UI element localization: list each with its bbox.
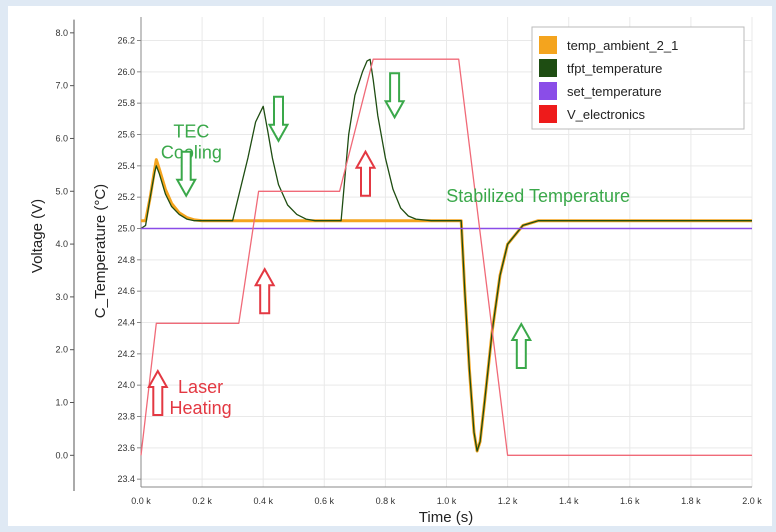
temperature-tick-label: 24.6	[117, 286, 135, 296]
annotation-laser-heating-line: Heating	[170, 398, 232, 418]
temperature-axis-title: C_Temperature (°C)	[92, 184, 109, 318]
temperature-tick-label: 23.6	[117, 443, 135, 453]
temperature-tick-label: 24.4	[117, 318, 135, 328]
temperature-tick-label: 25.2	[117, 192, 135, 202]
temperature-tick-label: 24.8	[117, 255, 135, 265]
x-axis-title: Time (s)	[419, 509, 473, 526]
temperature-tick-label: 25.6	[117, 130, 135, 140]
voltage-tick-label: 5.0	[55, 186, 68, 196]
arrow-up-icon	[147, 368, 169, 416]
x-tick-label: 1.4 k	[559, 496, 579, 506]
annotation-layer: TECCoolingLaserHeatingStabilized Tempera…	[147, 72, 630, 418]
legend-swatch-temp-ambient	[539, 36, 557, 54]
legend-swatch-set-temperature	[539, 82, 557, 100]
temperature-tick-label: 23.4	[117, 474, 135, 484]
legend-label-set-temperature: set_temperature	[567, 84, 662, 99]
legend: temp_ambient_2_1 tfpt_temperature set_te…	[531, 26, 745, 130]
arrow-down-icon	[383, 72, 406, 120]
x-tick-label: 0.4 k	[253, 496, 273, 506]
temperature-tick-label: 25.4	[117, 161, 135, 171]
voltage-tick-label: 3.0	[55, 292, 68, 302]
x-tick-label: 0.2 k	[192, 496, 212, 506]
temperature-tick-label: 24.2	[117, 349, 135, 359]
x-tick-label: 2.0 k	[742, 496, 762, 506]
temperature-tick-label: 23.8	[117, 412, 135, 422]
arrow-up-icon	[510, 321, 533, 369]
voltage-tick-label: 0.0	[55, 450, 68, 460]
x-tick-label: 1.8 k	[681, 496, 701, 506]
legend-swatch-tfpt-temperature	[539, 59, 557, 77]
voltage-tick-label: 6.0	[55, 133, 68, 143]
annotation-stabilized-line: Stabilized Temperature	[446, 186, 630, 206]
x-tick-label: 0.6 k	[315, 496, 335, 506]
arrow-up-icon	[354, 149, 377, 197]
series-line-tfpt-temperature	[140, 58, 752, 452]
legend-label-v-electronics: V_electronics	[567, 107, 646, 122]
legend-box	[531, 26, 745, 130]
arrow-down-icon	[267, 95, 290, 143]
x-tick-label: 1.2 k	[498, 496, 518, 506]
series-line-V-electronics	[140, 58, 752, 456]
axes: 23.4 23.6 23.8 24.0 24.2 24.4 24.6 24.8 25.0 25.2…	[55, 17, 762, 506]
legend-label-tfpt-temperature: tfpt_temperature	[567, 61, 662, 76]
temperature-tick-label: 26.2	[117, 36, 135, 46]
series-layer	[140, 58, 752, 456]
arrow-down-icon	[175, 150, 197, 198]
temperature-tick-label: 25.8	[117, 98, 135, 108]
legend-swatch-v-electronics	[539, 105, 557, 123]
temperature-tick-label: 26.0	[117, 67, 135, 77]
voltage-tick-label: 4.0	[55, 239, 68, 249]
voltage-tick-label: 7.0	[55, 81, 68, 91]
x-tick-label: 0.0 k	[131, 496, 151, 506]
temperature-tick-label: 25.0	[117, 224, 135, 234]
arrow-up-icon	[253, 267, 276, 315]
temperature-tick-label: 24.0	[117, 380, 135, 390]
annotation-tec-cooling-line: TEC	[173, 122, 209, 142]
voltage-axis-title: Voltage (V)	[29, 199, 46, 273]
legend-label-temp-ambient: temp_ambient_2_1	[567, 38, 678, 53]
voltage-tick-label: 8.0	[55, 28, 68, 38]
x-tick-label: 1.0 k	[437, 496, 457, 506]
line-chart: 23.4 23.6 23.8 24.0 24.2 24.4 24.6 24.8 25.0 25.2…	[29, 17, 762, 526]
annotation-laser-heating-line: Laser	[178, 377, 223, 397]
voltage-tick-label: 2.0	[55, 345, 68, 355]
x-tick-label: 1.6 k	[620, 496, 640, 506]
voltage-tick-label: 1.0	[55, 398, 68, 408]
x-tick-label: 0.8 k	[376, 496, 396, 506]
chart-frame: 23.4 23.6 23.8 24.0 24.2 24.4 24.6 24.8 25.0 25.2…	[8, 6, 772, 526]
